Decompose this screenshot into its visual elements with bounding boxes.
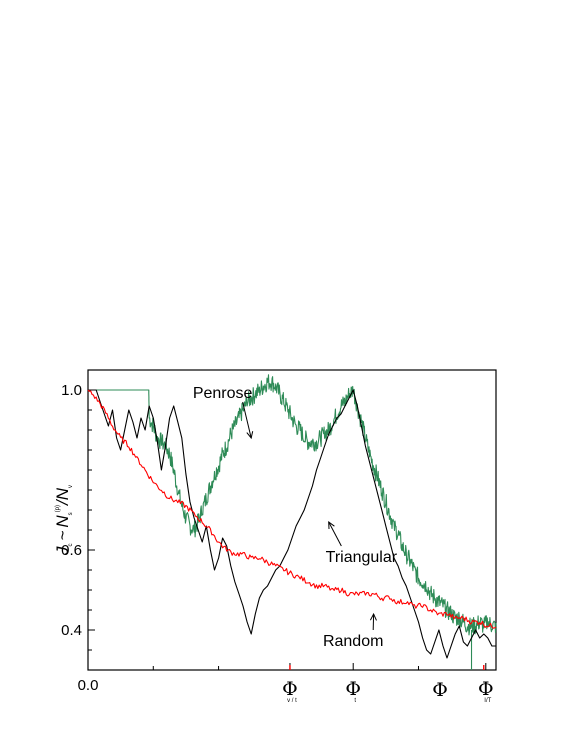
ylabel-slash-n: /N — [53, 487, 72, 506]
annotation-arrow-line — [242, 401, 252, 439]
series-layer — [87, 374, 497, 659]
series-line-random — [87, 389, 497, 629]
y-axis-label: Jc ~ Ns (p)/Nv — [53, 485, 74, 556]
annotation-layer: Penrose Triangular Random — [193, 385, 398, 650]
ylabel-n-sup: (p) — [55, 505, 61, 512]
x-tick-phi-label: Φ — [345, 678, 361, 700]
ylabel-j: J — [53, 546, 72, 556]
y-tick-label: 0.4 — [61, 622, 82, 639]
ylabel-v-sub: v — [68, 485, 74, 488]
annotation-arrow-head — [328, 520, 335, 530]
series-line-penrose — [88, 374, 497, 636]
x-axis-label: Φ — [432, 679, 448, 701]
x-tick-phi-label: Φ — [282, 678, 298, 700]
annotation-label: Triangular — [326, 549, 398, 566]
x-tick-label: 0.0 — [78, 677, 99, 694]
ylabel-n-sub: s — [68, 512, 74, 515]
annotation-arrow-head — [246, 431, 254, 440]
y-tick-label: 1.0 — [61, 382, 82, 399]
ylabel-tilde: ~ — [53, 531, 72, 541]
y-tick-label: 0.6 — [61, 542, 82, 559]
ylabel-n: N — [53, 515, 72, 528]
annotation-label: Random — [323, 633, 383, 650]
series-line-triangular — [88, 389, 496, 659]
plot-frame — [87, 369, 497, 671]
x-tick-phi-subscript: v / t — [287, 698, 297, 704]
x-tick-phi-subscript: t — [354, 698, 356, 704]
x-tick-phi-subscript: I/T — [484, 698, 491, 704]
ylabel-j-sub: c — [68, 544, 74, 547]
annotation-label: Penrose — [193, 385, 253, 402]
annotation-arrow-head — [369, 612, 377, 621]
annotation-arrow-line — [328, 521, 342, 547]
x-tick-phi-label: Φ — [478, 678, 494, 700]
